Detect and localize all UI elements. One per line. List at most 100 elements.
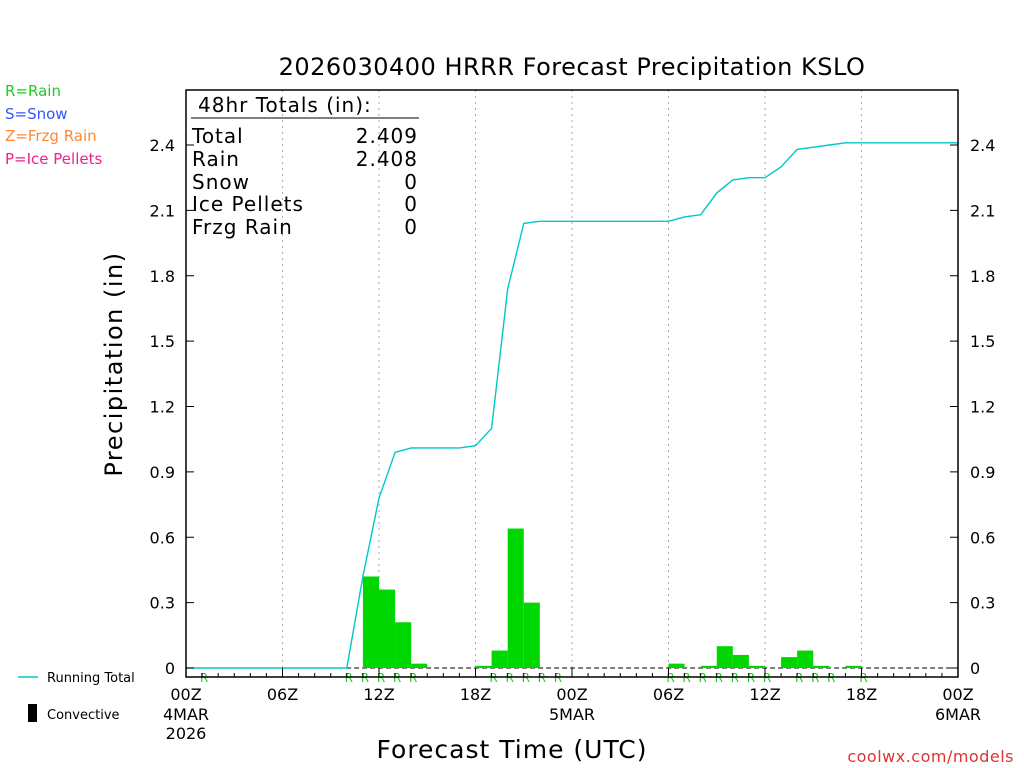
axes: 0 0 0.3 0.3 0.6 0.6 0.9 0.9 1.2 1.2 1.5 1.5 1.8 1.8 2.… [150,89,995,743]
x-axis-label: Forecast Time (UTC) [377,735,648,764]
rain-marker: R [682,671,690,685]
x-tick-label: 06Z [653,685,684,704]
precip-bar [379,589,396,668]
precip-bar [395,622,412,668]
x-tick-label: 00Z [942,685,973,704]
precip-bar [700,665,717,668]
precip-bar [362,576,379,668]
y-tick-label-left: 0 [165,659,175,678]
rain-marker: R [522,671,530,685]
y-tick-label-right: 1.8 [970,267,995,286]
x-tick-label: 06Z [267,685,298,704]
totals-value-frzg-rain: 0 [404,215,418,239]
legend-rain: R=Rain [5,82,61,100]
precip-bar [475,665,492,668]
y-tick-label-right: 0 [970,659,980,678]
running-total-legend-label: Running Total [47,671,135,686]
x-tick-label: 00Z [556,685,587,704]
rain-marker: R [698,671,706,685]
y-axis-label: Precipitation (in) [100,251,128,476]
y-tick-label-right: 0.3 [970,594,995,613]
precip-bar [813,665,830,668]
precip-bar [491,650,508,668]
rain-marker: R [715,671,723,685]
y-tick-label-right: 2.4 [970,136,995,155]
totals-label-ice-pellets: Ice Pellets [192,192,304,216]
precip-bar [781,657,798,668]
totals-value-rain: 2.408 [356,147,418,171]
convective-legend-swatch [28,704,37,722]
y-tick-label-right: 2.1 [970,201,995,220]
y-tick-label-left: 1.5 [150,332,175,351]
convective-legend-label: Convective [47,708,120,723]
totals-value-snow: 0 [404,170,418,194]
rain-marker: R [538,671,546,685]
x-tick-label: 12Z [749,685,780,704]
rain-marker: R [747,671,755,685]
y-tick-label-left: 0.9 [150,463,175,482]
y-tick-label-right: 0.6 [970,528,995,547]
y-tick-label-left: 0.3 [150,594,175,613]
x-tick-label: 00Z [170,685,201,704]
rain-marker: R [731,671,739,685]
totals-label-frzg-rain: Frzg Rain [192,215,293,239]
precip-bar [845,665,862,668]
y-tick-label-left: 1.8 [150,267,175,286]
y-tick-label-right: 1.5 [970,332,995,351]
precip-bar [668,663,685,668]
running-total-series [186,142,958,669]
precip-bar [732,654,749,668]
x-tick-label: 18Z [460,685,491,704]
rain-marker: R [200,671,208,685]
credit-text: coolwx.com/models [847,747,1014,766]
bottom-legend: Running Total Convective [18,671,135,723]
precip-bar [748,665,765,668]
x-tick-label: 18Z [846,685,877,704]
rain-marker: R [666,671,674,685]
precip-bar [411,663,428,668]
precip-bars [362,528,862,668]
totals-value-total: 2.409 [356,124,418,148]
chart-title: 2026030400 HRRR Forecast Precipitation K… [279,53,866,81]
rain-marker: R [361,671,369,685]
precip-bar [797,650,814,668]
x-tick-year-label: 2026 [166,724,207,743]
y-tick-label-left: 2.4 [150,136,175,155]
rain-marker: R [827,671,835,685]
rain-marker: R [489,671,497,685]
precip-bar [507,528,524,668]
x-tick-date-label: 4MAR [163,705,209,724]
rain-marker: R [554,671,562,685]
rain-marker: R [377,671,385,685]
totals-header: 48hr Totals (in): [198,93,372,117]
totals-label-snow: Snow [192,170,250,194]
rain-marker: R [763,671,771,685]
rain-marker: R [795,671,803,685]
precip-bar [523,602,540,668]
y-tick-label-right: 0.9 [970,463,995,482]
grid-lines [202,90,958,677]
rain-marker: R [393,671,401,685]
x-tick-label: 12Z [363,685,394,704]
y-tick-label-left: 2.1 [150,201,175,220]
rain-marker: R [859,671,867,685]
totals-label-total: Total [191,124,244,148]
legend-ice-pellets: P=Ice Pellets [5,150,102,168]
legend-snow: S=Snow [5,105,68,123]
rain-marker: R [505,671,513,685]
legend-frzg-rain: Z=Frzg Rain [5,127,97,145]
totals-label-rain: Rain [192,147,240,171]
x-tick-date-label: 6MAR [935,705,981,724]
y-tick-label-left: 0.6 [150,528,175,547]
rain-marker: R [409,671,417,685]
x-tick-date-label: 5MAR [549,705,595,724]
precip-bar [716,646,733,668]
precip-type-legend: R=Rain S=Snow Z=Frzg Rain P=Ice Pellets [5,82,102,168]
y-tick-label-right: 1.2 [970,398,995,417]
rain-marker: R [811,671,819,685]
y-tick-label-left: 1.2 [150,398,175,417]
running-total-line [186,142,958,669]
totals-box: 48hr Totals (in): Total 2.409 Rain 2.408… [191,93,419,239]
rain-marker: R [345,671,353,685]
